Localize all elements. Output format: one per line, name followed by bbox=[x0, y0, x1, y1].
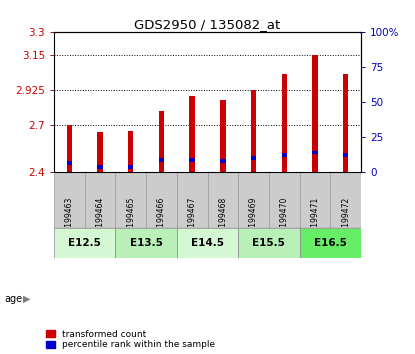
Bar bbox=[177, 228, 238, 258]
Bar bbox=[54, 172, 85, 228]
Bar bbox=[300, 172, 330, 228]
Bar bbox=[128, 131, 134, 172]
Bar bbox=[300, 228, 361, 258]
Text: E14.5: E14.5 bbox=[191, 238, 224, 248]
Bar bbox=[85, 172, 115, 228]
Bar bbox=[330, 172, 361, 228]
Bar bbox=[159, 158, 164, 162]
Text: GSM199471: GSM199471 bbox=[310, 197, 320, 243]
Bar bbox=[220, 99, 226, 172]
Bar bbox=[189, 96, 195, 172]
Bar bbox=[66, 161, 72, 165]
Text: GSM199466: GSM199466 bbox=[157, 197, 166, 244]
Text: GSM199472: GSM199472 bbox=[341, 197, 350, 243]
Text: GSM199465: GSM199465 bbox=[126, 197, 135, 244]
Bar bbox=[312, 150, 318, 154]
Bar bbox=[115, 228, 177, 258]
Bar bbox=[177, 172, 208, 228]
Bar bbox=[251, 90, 256, 172]
Bar bbox=[97, 165, 103, 169]
Text: GSM199470: GSM199470 bbox=[280, 197, 289, 244]
Bar bbox=[251, 156, 256, 160]
Text: E15.5: E15.5 bbox=[252, 238, 286, 248]
Text: GSM199464: GSM199464 bbox=[95, 197, 105, 244]
Text: GSM199468: GSM199468 bbox=[218, 197, 227, 243]
Bar bbox=[312, 55, 318, 172]
Text: ▶: ▶ bbox=[23, 294, 30, 304]
Bar bbox=[128, 165, 134, 169]
Bar bbox=[208, 172, 238, 228]
Bar bbox=[238, 228, 300, 258]
Bar bbox=[146, 172, 177, 228]
Bar bbox=[159, 111, 164, 172]
Legend: transformed count, percentile rank within the sample: transformed count, percentile rank withi… bbox=[46, 330, 215, 349]
Bar bbox=[189, 158, 195, 162]
Bar bbox=[66, 125, 72, 172]
Bar bbox=[115, 172, 146, 228]
Text: E13.5: E13.5 bbox=[129, 238, 163, 248]
Text: GSM199463: GSM199463 bbox=[65, 197, 74, 244]
Bar bbox=[343, 153, 349, 156]
Text: GSM199469: GSM199469 bbox=[249, 197, 258, 244]
Text: GSM199467: GSM199467 bbox=[188, 197, 197, 244]
Bar bbox=[281, 74, 287, 172]
Text: E16.5: E16.5 bbox=[314, 238, 347, 248]
Bar bbox=[97, 132, 103, 172]
Bar bbox=[343, 74, 349, 172]
Bar bbox=[238, 172, 269, 228]
Text: E12.5: E12.5 bbox=[68, 238, 101, 248]
Text: age: age bbox=[4, 294, 22, 304]
Bar bbox=[281, 153, 287, 156]
Bar bbox=[269, 172, 300, 228]
Title: GDS2950 / 135082_at: GDS2950 / 135082_at bbox=[134, 18, 281, 31]
Bar bbox=[54, 228, 115, 258]
Bar bbox=[220, 159, 226, 163]
